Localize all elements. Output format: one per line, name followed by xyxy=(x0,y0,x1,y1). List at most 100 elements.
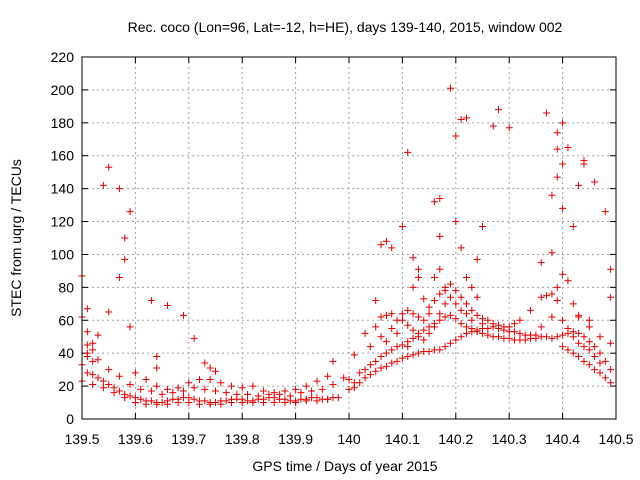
data-point xyxy=(553,129,561,137)
grid-lines xyxy=(82,57,616,419)
data-point xyxy=(126,380,134,388)
data-point xyxy=(345,376,353,384)
data-point xyxy=(553,333,561,341)
data-point xyxy=(425,348,433,356)
data-point xyxy=(452,300,460,308)
data-point xyxy=(83,349,91,357)
data-point xyxy=(543,292,551,300)
y-tick-label: 220 xyxy=(51,49,75,65)
data-point xyxy=(575,311,583,319)
data-point xyxy=(372,297,380,305)
data-point xyxy=(548,191,556,199)
x-tick-label: 139.5 xyxy=(64,431,99,447)
data-point xyxy=(260,399,268,407)
data-point xyxy=(372,367,380,375)
x-tick-label: 140.4 xyxy=(545,431,580,447)
data-point xyxy=(446,293,454,301)
data-point xyxy=(153,400,161,408)
y-tick-label: 160 xyxy=(51,148,75,164)
data-point xyxy=(436,346,444,354)
data-point xyxy=(585,346,593,354)
data-point xyxy=(153,364,161,372)
data-point xyxy=(607,379,615,387)
data-point xyxy=(398,341,406,349)
data-point xyxy=(222,389,230,397)
data-point xyxy=(468,306,476,314)
data-point xyxy=(564,346,572,354)
data-point xyxy=(206,364,214,372)
data-point xyxy=(585,361,593,369)
data-point xyxy=(83,369,91,377)
data-point xyxy=(398,316,406,324)
data-point xyxy=(516,316,524,324)
data-point xyxy=(559,316,567,324)
data-point xyxy=(83,328,91,336)
data-point xyxy=(212,387,219,395)
data-point xyxy=(190,334,198,342)
data-point xyxy=(607,265,615,273)
data-point xyxy=(398,354,406,362)
data-point xyxy=(607,339,615,347)
y-tick-label: 140 xyxy=(51,181,75,197)
data-point xyxy=(414,349,422,357)
data-point xyxy=(388,310,396,318)
data-point xyxy=(537,323,545,331)
data-point xyxy=(436,195,444,203)
data-point xyxy=(591,178,599,186)
data-point xyxy=(334,394,342,402)
data-point xyxy=(409,283,417,291)
data-point xyxy=(115,273,123,281)
data-point xyxy=(89,357,97,365)
data-point xyxy=(404,343,412,351)
data-point xyxy=(393,329,401,337)
data-point xyxy=(575,181,583,189)
data-point xyxy=(489,320,497,328)
data-point xyxy=(228,382,236,390)
data-point xyxy=(286,392,294,400)
data-point xyxy=(110,389,118,397)
data-point xyxy=(254,392,262,400)
data-point xyxy=(147,387,155,395)
data-point xyxy=(446,84,454,92)
data-point xyxy=(292,385,300,393)
data-point xyxy=(484,325,492,332)
data-point xyxy=(548,313,556,321)
data-point xyxy=(462,323,470,331)
data-point xyxy=(366,343,374,351)
data-point xyxy=(532,331,540,339)
data-point xyxy=(473,255,481,263)
data-point xyxy=(430,297,438,305)
data-point xyxy=(382,349,390,357)
data-point xyxy=(377,364,385,372)
data-point xyxy=(436,232,444,240)
data-point xyxy=(479,320,486,328)
data-point xyxy=(569,333,577,341)
data-point xyxy=(441,343,449,351)
data-point xyxy=(575,339,583,347)
data-point xyxy=(553,145,561,153)
chart-title: Rec. coco (Lon=96, Lat=-12, h=HE), days … xyxy=(128,19,563,35)
data-point xyxy=(537,293,545,301)
data-point xyxy=(414,333,422,341)
data-point xyxy=(601,374,609,382)
data-point xyxy=(131,369,139,377)
data-point xyxy=(377,241,385,249)
data-point xyxy=(131,399,139,407)
data-point xyxy=(137,385,145,393)
data-point xyxy=(83,341,91,349)
data-point xyxy=(446,339,454,347)
x-tick-label: 140.5 xyxy=(598,431,633,447)
data-point xyxy=(580,160,588,168)
data-point xyxy=(468,328,476,336)
data-point xyxy=(89,371,97,379)
data-point xyxy=(607,293,615,301)
data-point xyxy=(142,376,150,384)
data-point xyxy=(553,283,561,291)
data-point xyxy=(281,387,289,395)
data-point xyxy=(302,397,310,405)
data-point xyxy=(527,306,535,314)
data-point xyxy=(409,254,417,262)
data-point xyxy=(233,390,241,398)
y-tick-label: 120 xyxy=(51,214,75,230)
